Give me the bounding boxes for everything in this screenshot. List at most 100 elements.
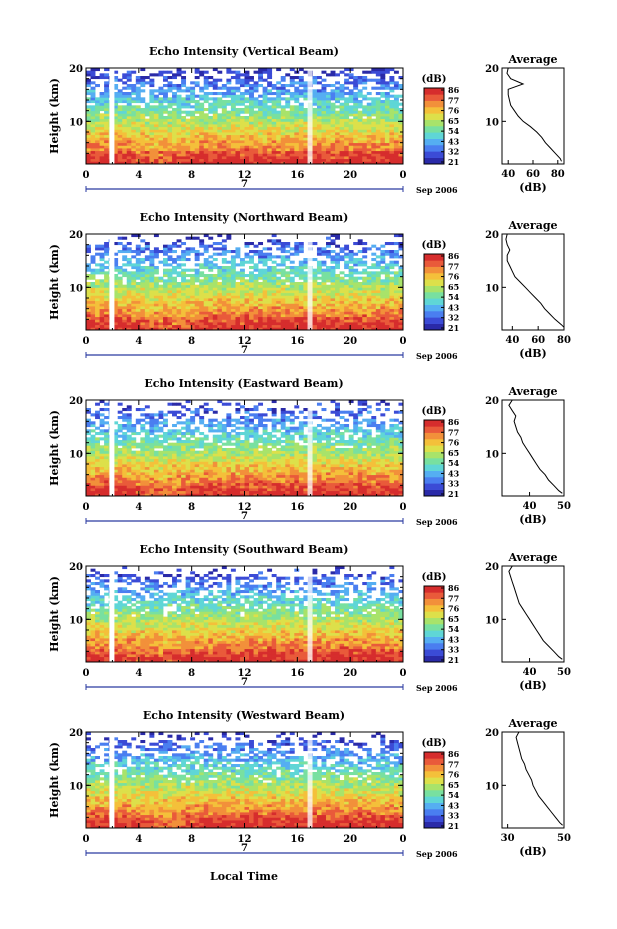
heatmap-cell: [149, 485, 155, 489]
heatmap-cell: [90, 306, 96, 310]
heatmap-cell: [380, 279, 386, 283]
heatmap-cell: [339, 124, 345, 128]
heatmap-cell: [126, 86, 132, 90]
heatmap-cell: [158, 158, 164, 162]
heatmap-cell: [262, 308, 268, 312]
heatmap-cell: [144, 148, 150, 152]
heatmap-cell: [335, 266, 340, 270]
heatmap-cell: [212, 477, 218, 481]
heatmap-cell: [95, 292, 100, 296]
heatmap-cell: [398, 255, 404, 259]
heatmap-cell: [95, 485, 100, 489]
heatmap-cell: [208, 287, 214, 291]
heatmap-cell: [113, 70, 119, 74]
heatmap-cell: [258, 303, 264, 307]
heatmap-cell: [239, 276, 245, 280]
heatmap-cell: [280, 488, 286, 492]
heatmap-cell: [181, 126, 187, 130]
heatmap-cell: [140, 116, 146, 120]
heatmap-cell: [185, 97, 191, 101]
heatmap-cell: [294, 105, 300, 109]
heatmap-cell: [357, 258, 363, 262]
heatmap-cell: [126, 118, 132, 122]
heatmap-cell: [199, 316, 205, 320]
heatmap-cell: [285, 244, 291, 248]
heatmap-cell: [276, 145, 282, 149]
heatmap-cell: [126, 324, 132, 328]
heatmap-cell: [298, 148, 304, 152]
heatmap-cell: [375, 148, 381, 152]
heatmap-cell: [144, 298, 150, 302]
heatmap-cell: [384, 306, 390, 310]
heatmap-cell: [199, 150, 205, 154]
heatmap-cell: [285, 490, 291, 494]
heatmap-cell: [181, 287, 187, 291]
heatmap-cell: [122, 153, 128, 157]
heatmap-cell: [122, 290, 128, 294]
heatmap-cell: [122, 319, 128, 323]
heatmap-cell: [262, 70, 268, 74]
heatmap-cell: [230, 158, 236, 162]
heatmap-cell: [181, 490, 187, 494]
heatmap-cell: [316, 100, 322, 104]
heatmap-cell: [162, 105, 168, 109]
heatmap-cell: [122, 306, 128, 310]
heatmap-cell: [393, 300, 399, 304]
heatmap-cell: [144, 137, 150, 141]
heatmap-cell: [113, 137, 119, 141]
heatmap-cell: [375, 303, 381, 307]
heatmap-cell: [122, 140, 128, 144]
heatmap-cell: [217, 311, 223, 315]
heatmap-cell: [212, 156, 218, 160]
heatmap-cell: [366, 322, 372, 326]
heatmap-cell: [217, 118, 223, 122]
heatmap-cell: [280, 284, 286, 288]
heatmap-cell: [258, 126, 264, 130]
heatmap-cell: [122, 268, 128, 272]
heatmap-cell: [267, 284, 273, 288]
heatmap-cell: [217, 78, 223, 82]
heatmap-cell: [294, 158, 300, 162]
heatmap-cell: [258, 250, 264, 254]
heatmap-cell: [194, 118, 200, 122]
heatmap-cell: [212, 132, 218, 136]
heatmap-cell: [362, 268, 368, 272]
heatmap-cell: [176, 316, 182, 320]
heatmap-cell: [113, 156, 119, 160]
heatmap-cell: [122, 311, 128, 315]
heatmap-cell: [249, 493, 254, 497]
heatmap-cell: [230, 118, 236, 122]
heatmap-cell: [393, 314, 399, 318]
heatmap-cell: [312, 121, 318, 125]
heatmap-cell: [357, 126, 363, 130]
heatmap-cell: [244, 327, 250, 331]
heatmap-cell: [398, 469, 404, 473]
heatmap-cell: [239, 284, 245, 288]
heatmap-cell: [344, 100, 350, 104]
heatmap-cell: [258, 258, 264, 262]
heatmap-cell: [258, 110, 264, 114]
heatmap-cell: [135, 324, 141, 328]
heatmap-cell: [99, 314, 105, 318]
heatmap-cell: [366, 97, 372, 101]
heatmap-cell: [199, 324, 205, 328]
heatmap-cell: [235, 134, 241, 138]
heatmap-cell: [104, 145, 110, 149]
heatmap-cell: [244, 306, 250, 310]
heatmap-cell: [276, 303, 282, 307]
heatmap-cell: [149, 124, 155, 128]
heatmap-cell: [316, 287, 322, 291]
heatmap-cell: [203, 258, 209, 262]
heatmap-cell: [249, 488, 254, 492]
colorbar-swatch: [424, 88, 444, 95]
heatmap-cell: [104, 311, 110, 315]
heatmap-cell: [235, 97, 241, 101]
heatmap-cell: [316, 469, 322, 473]
heatmap-cell: [398, 137, 404, 141]
heatmap-cell: [303, 482, 309, 486]
heatmap-cell: [326, 284, 331, 288]
heatmap-cell: [162, 156, 168, 160]
heatmap-cell: [362, 493, 368, 497]
heatmap-cell: [117, 298, 123, 302]
